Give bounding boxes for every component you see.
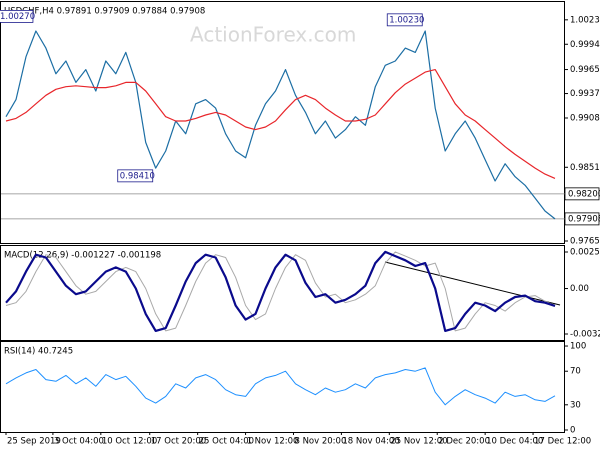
x-tick-label: 25 Nov 12:00	[390, 437, 447, 447]
price-panel	[0, 1, 565, 244]
series-line	[5, 250, 556, 332]
y-tick-label: -0.003221	[570, 330, 600, 340]
x-tick-label: 1 Nov 12:00	[247, 437, 299, 447]
annotation-label: 1.00270	[0, 12, 35, 22]
annotation-label: 1.00230	[389, 15, 424, 25]
series-line	[5, 367, 556, 406]
x-tick-label: 10 Dec 04:00	[486, 437, 543, 447]
annotation-box	[117, 169, 154, 183]
y-tick-label: 1.00230	[570, 15, 600, 25]
level-box	[564, 187, 600, 201]
series-line	[5, 69, 556, 179]
annotation-box	[386, 13, 423, 27]
y-tick-label: 70	[570, 367, 581, 377]
annotation-box	[0, 10, 34, 23]
level-label: 0.97908	[568, 214, 600, 224]
series-line	[5, 251, 556, 332]
x-tick-label: 3 Oct 04:00	[54, 437, 104, 447]
y-tick-label: 0.00259	[570, 247, 600, 257]
rsi-panel	[0, 341, 565, 433]
series-line	[5, 30, 556, 220]
macd-panel	[0, 245, 565, 341]
x-tick-label: 25 Oct 04:00	[199, 437, 254, 447]
y-tick-label: 0.99945	[570, 40, 600, 50]
x-tick-label: 10 Oct 12:00	[102, 437, 157, 447]
annotation-label: 0.98410	[120, 171, 155, 181]
x-tick-label: 17 Dec 12:00	[534, 437, 591, 447]
y-tick-label: 30	[570, 400, 581, 410]
x-tick-label: 2 Dec 20:00	[438, 437, 490, 447]
y-tick-label: 0.00	[570, 284, 589, 294]
level-box	[564, 212, 600, 226]
x-tick-label: 18 Nov 04:00	[342, 437, 399, 447]
y-tick-label: 100	[570, 342, 586, 352]
y-tick-label: 0	[570, 425, 575, 435]
level-label: 0.98200	[568, 189, 600, 199]
watermark: ActionForex.com	[190, 23, 356, 47]
x-tick-label: 25 Sep 2019	[7, 437, 61, 447]
panel-title: MACD(12,26,9) -0.001227 -0.001198	[4, 251, 161, 261]
x-tick-label: 17 Oct 20:00	[151, 437, 206, 447]
panel-title: RSI(14) 40.7245	[4, 347, 73, 357]
x-tick-label: 8 Nov 20:00	[294, 437, 346, 447]
y-tick-label: 0.99085	[570, 113, 600, 123]
panel-title: USDCHF,H4 0.97891 0.97909 0.97884 0.9790…	[4, 7, 205, 17]
